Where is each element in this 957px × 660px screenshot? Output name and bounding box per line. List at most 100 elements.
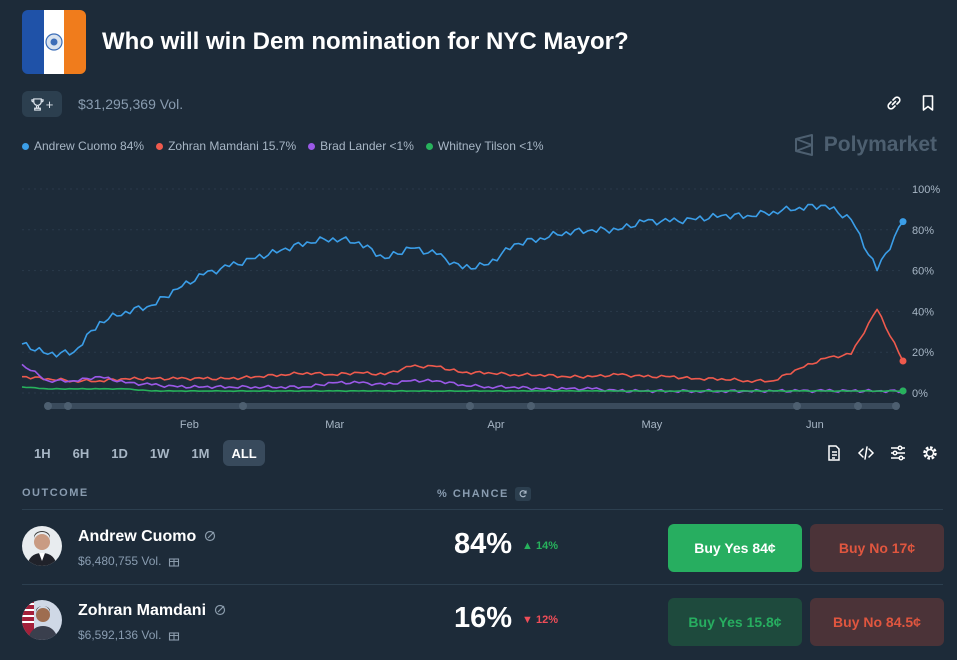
divider <box>22 509 943 510</box>
triangle-down-icon: ▼ <box>522 614 533 626</box>
divider <box>22 584 943 585</box>
timeline-marker <box>527 402 535 410</box>
market-title: Who will win Dem nomination for NYC Mayo… <box>102 28 629 55</box>
outcome-volume: $6,592,136 Vol. <box>78 628 180 642</box>
legend-label: Whitney Tilson <1% <box>437 139 544 153</box>
range-1w[interactable]: 1W <box>149 445 170 461</box>
chance-delta: ▲ 14% <box>522 540 558 552</box>
legend-dot <box>22 142 29 150</box>
outcome-chance: 84% <box>454 528 513 560</box>
legend-dot <box>308 142 316 150</box>
range-1h[interactable]: 1H <box>34 445 51 461</box>
refresh-icon[interactable] <box>514 487 531 501</box>
range-selector: 1H 6H 1D 1W 1M ALL <box>26 440 265 466</box>
avatar <box>22 600 62 640</box>
outcome-name: Zohran Mamdani <box>78 602 226 620</box>
chance-header-label: % CHANCE <box>437 488 509 500</box>
range-1d[interactable]: 1D <box>111 445 128 461</box>
trophy-plus: + <box>45 96 54 112</box>
x-tick-label: Jun <box>806 419 824 431</box>
chance-header: % CHANCE <box>437 487 531 501</box>
outcome-name: Andrew Cuomo <box>78 528 216 546</box>
buy-no-button[interactable]: Buy No 17¢ <box>810 524 944 572</box>
buy-yes-button[interactable]: Buy Yes 15.8¢ <box>668 598 802 646</box>
series-line <box>21 363 904 394</box>
x-tick-label: Apr <box>487 419 504 431</box>
trophy-button[interactable]: + <box>22 91 62 117</box>
y-tick-label: 80% <box>912 225 934 237</box>
chart-tools <box>825 444 939 462</box>
range-6h[interactable]: 6H <box>72 445 90 461</box>
series-line <box>21 386 904 393</box>
outcome-volume: $6,480,755 Vol. <box>78 554 180 568</box>
legend-dot <box>156 142 164 150</box>
embed-icon[interactable] <box>857 444 875 462</box>
legend-label: Andrew Cuomo 84% <box>34 139 145 153</box>
nyc-flag-icon <box>22 10 86 74</box>
y-tick-label: 20% <box>912 347 934 359</box>
chance-delta-value: 14% <box>535 540 558 552</box>
y-tick-label: 0% <box>912 388 928 400</box>
x-tick-label: May <box>642 419 663 431</box>
outcome-row-mamdani[interactable]: Zohran Mamdani $6,592,136 Vol. 16% ▼ 12%… <box>22 584 944 658</box>
legend-item: Brad Lander <1% <box>308 139 414 153</box>
outcome-volume-label: $6,592,136 Vol. <box>78 628 162 642</box>
y-tick-label: 40% <box>912 306 934 318</box>
timeline-marker <box>892 402 900 410</box>
market-volume: $31,295,369 Vol. <box>78 96 184 112</box>
series-endpoint <box>899 218 907 226</box>
outcome-name-label: Andrew Cuomo <box>78 528 197 545</box>
legend-dot <box>425 142 433 150</box>
chance-delta-value: 12% <box>535 614 558 626</box>
timeline-marker <box>466 402 474 410</box>
legend-label: Zohran Mamdani 15.7% <box>168 139 297 153</box>
triangle-up-icon: ▲ <box>522 540 533 552</box>
timeline-marker <box>44 402 52 410</box>
timeline-marker <box>793 402 801 410</box>
outcome-row-cuomo[interactable]: Andrew Cuomo $6,480,755 Vol. 84% ▲ 14% B… <box>22 510 944 584</box>
link-icon[interactable] <box>885 94 903 112</box>
series-line <box>22 308 904 383</box>
outcome-volume-label: $6,480,755 Vol. <box>78 554 162 568</box>
series-endpoint <box>899 387 907 395</box>
series-endpoint <box>899 357 907 365</box>
outcome-chance: 16% <box>454 602 513 634</box>
bookmark-icon[interactable] <box>919 94 937 112</box>
x-tick-label: Mar <box>325 419 344 431</box>
range-1m[interactable]: 1M <box>191 445 210 461</box>
timeline-marker <box>239 402 247 410</box>
timeline-marker <box>64 402 72 410</box>
external-link-icon[interactable] <box>214 604 226 619</box>
document-icon[interactable] <box>825 444 843 462</box>
series-line <box>21 203 904 358</box>
range-all[interactable]: ALL <box>223 440 265 466</box>
avatar <box>22 526 62 566</box>
brand-name: Polymarket <box>823 133 937 156</box>
legend-item: Zohran Mamdani 15.7% <box>156 139 296 153</box>
legend-label: Brad Lander <1% <box>320 139 414 153</box>
outcome-header: OUTCOME <box>22 487 89 499</box>
volume-row: + $31,295,369 Vol. <box>22 91 183 117</box>
gift-icon[interactable] <box>168 629 180 641</box>
buy-no-button[interactable]: Buy No 84.5¢ <box>810 598 944 646</box>
legend-item: Whitney Tilson <1% <box>425 139 544 153</box>
timeline-marker <box>854 402 862 410</box>
price-chart[interactable]: 100% 80% 60% 40% 20% 0% Feb Mar Apr May Jun <box>0 175 957 435</box>
legend-item: Andrew Cuomo 84% <box>22 139 144 153</box>
market-header: Who will win Dem nomination for NYC Mayo… <box>22 10 629 74</box>
settings-sliders-icon[interactable] <box>889 444 907 462</box>
y-tick-label: 60% <box>912 266 934 278</box>
trophy-icon <box>31 97 44 111</box>
buy-yes-button[interactable]: Buy Yes 84¢ <box>668 524 802 572</box>
polymarket-icon <box>794 134 813 156</box>
gear-icon[interactable] <box>921 444 939 462</box>
polymarket-logo: Polymarket <box>794 133 937 157</box>
x-tick-label: Feb <box>180 419 199 431</box>
external-link-icon[interactable] <box>204 530 216 545</box>
chance-delta: ▼ 12% <box>522 614 558 626</box>
y-tick-label: 100% <box>912 184 940 196</box>
chart-legend: Andrew Cuomo 84% Zohran Mamdani 15.7% Br… <box>22 139 544 153</box>
outcome-name-label: Zohran Mamdani <box>78 602 207 619</box>
top-actions <box>885 94 937 112</box>
gift-icon[interactable] <box>168 555 180 567</box>
